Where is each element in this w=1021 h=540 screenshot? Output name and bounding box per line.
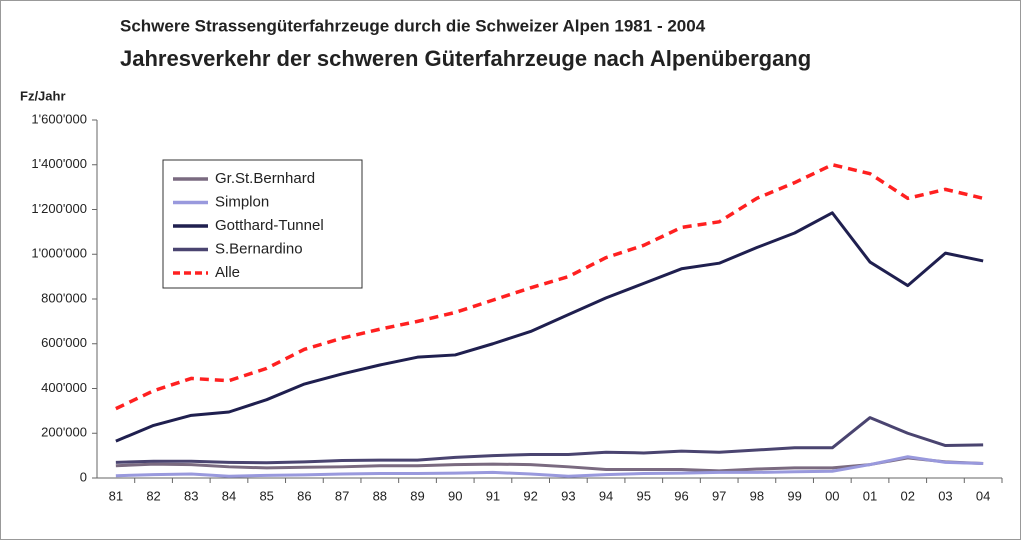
x-tick-label: 04 <box>976 488 990 503</box>
legend-box <box>162 159 363 289</box>
x-tick-label: 88 <box>373 488 387 503</box>
x-tick-label: 94 <box>599 488 613 503</box>
series-line <box>115 416 984 465</box>
x-tick-label: 84 <box>222 488 236 503</box>
x-tick-label: 85 <box>259 488 273 503</box>
x-tick-label: 82 <box>146 488 160 503</box>
x-tick-label: 81 <box>109 488 123 503</box>
x-tick-label: 98 <box>750 488 764 503</box>
y-axis-label: Fz/Jahr <box>20 88 66 103</box>
y-tick-label: 1'000'000 <box>31 246 87 261</box>
x-tick-label: 86 <box>297 488 311 503</box>
y-tick-label: 1'400'000 <box>31 156 87 171</box>
x-tick-label: 03 <box>938 488 952 503</box>
x-tick-label: 02 <box>900 488 914 503</box>
x-tick-label: 90 <box>448 488 462 503</box>
series-line <box>115 163 984 411</box>
y-tick-label: 0 <box>80 469 87 484</box>
series-line <box>115 211 984 443</box>
y-tick-label: 800'000 <box>41 290 87 305</box>
y-tick-label: 1'200'000 <box>31 201 87 216</box>
x-tick-label: 97 <box>712 488 726 503</box>
x-tick-label: 96 <box>674 488 688 503</box>
x-tick-label: 83 <box>184 488 198 503</box>
chart-subtitle: Jahresverkehr der schweren Güterfahrzeug… <box>120 46 811 71</box>
legend-label: S.Bernardino <box>215 240 303 257</box>
legend-label: Alle <box>215 264 240 281</box>
x-tick-label: 89 <box>410 488 424 503</box>
legend-label: Simplon <box>215 193 269 210</box>
series-line <box>115 455 984 478</box>
legend-label: Gr.St.Bernhard <box>215 170 315 187</box>
legend-label: Gotthard-Tunnel <box>215 217 324 234</box>
y-tick-label: 1'600'000 <box>31 111 87 126</box>
x-tick-label: 00 <box>825 488 839 503</box>
x-tick-label: 01 <box>863 488 877 503</box>
x-tick-label: 95 <box>637 488 651 503</box>
y-tick-label: 200'000 <box>41 425 87 440</box>
chart-title: Schwere Strassengüterfahrzeuge durch die… <box>120 16 706 35</box>
y-tick-label: 400'000 <box>41 380 87 395</box>
x-tick-label: 93 <box>561 488 575 503</box>
x-tick-label: 87 <box>335 488 349 503</box>
x-tick-label: 99 <box>787 488 801 503</box>
x-tick-label: 91 <box>486 488 500 503</box>
x-tick-label: 92 <box>523 488 537 503</box>
series-line <box>115 456 984 473</box>
y-tick-label: 600'000 <box>41 335 87 350</box>
